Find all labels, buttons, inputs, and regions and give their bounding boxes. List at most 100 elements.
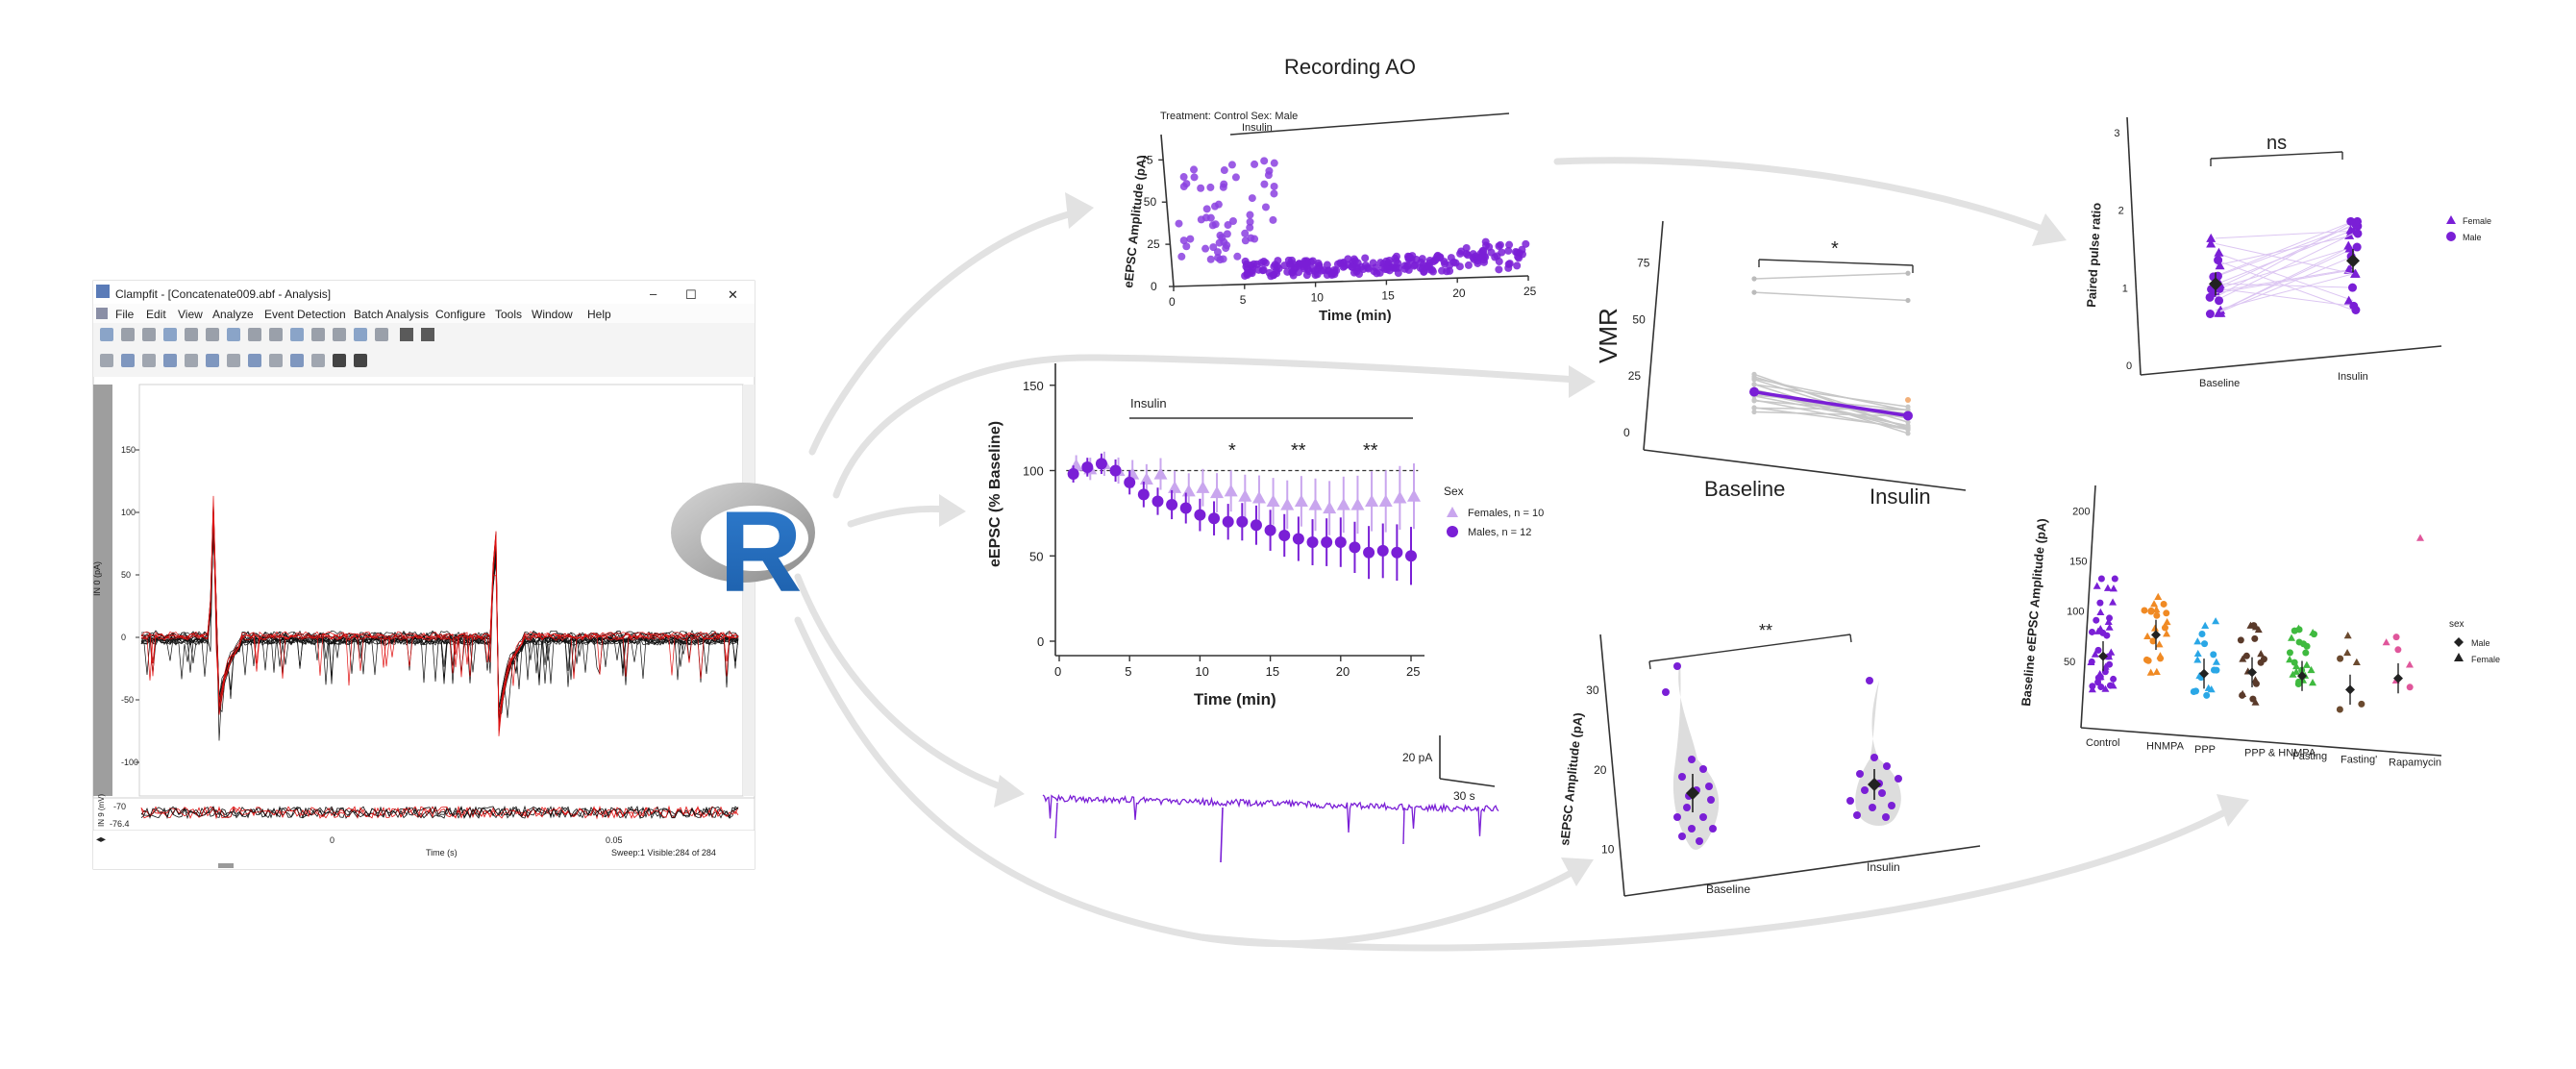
vmr-significance: * — [1831, 238, 1839, 260]
groups-point-female — [2088, 685, 2096, 693]
ppr-legend-male-icon — [2446, 232, 2456, 241]
menu-batch-analysis[interactable]: Batch Analysis — [354, 308, 429, 321]
menu-analyze[interactable]: Analyze — [212, 308, 254, 321]
groups-point-female — [2087, 658, 2095, 666]
arrowhead-icon — [2217, 794, 2249, 827]
menu-configure[interactable]: Configure — [435, 308, 485, 321]
recording-point — [1269, 271, 1277, 280]
clampfit-x-label: Time (s) — [426, 848, 458, 858]
vmr-y-tick: 25 — [1628, 369, 1642, 383]
recording-point — [1197, 184, 1205, 192]
recording-point — [1261, 203, 1270, 211]
groups-point-male — [2201, 640, 2209, 648]
clampfit-y-label: IN 0 (pA) — [92, 561, 102, 596]
horizontal-scroll-thumb[interactable] — [218, 863, 234, 868]
vertical-scrollbar[interactable] — [93, 385, 112, 796]
groups-x-tick: PPP & HNMPA — [2244, 747, 2316, 758]
violin-point — [1846, 797, 1854, 805]
female-point — [1407, 489, 1421, 502]
maximize-button[interactable]: ☐ — [685, 287, 697, 302]
menu-window[interactable]: Window — [532, 308, 573, 321]
vmr-point — [1905, 419, 1911, 425]
ppr-point-male — [2215, 296, 2224, 306]
ppr-legend-female: Female — [2463, 216, 2491, 226]
recording-point — [1208, 221, 1217, 230]
menu-view[interactable]: View — [178, 308, 203, 321]
groups-point-female — [2212, 617, 2220, 625]
recording-x-axis — [1173, 275, 1529, 287]
vmr-pair-line — [1753, 410, 1909, 417]
groups-point-male — [2249, 695, 2257, 703]
groups-point-male — [2294, 681, 2302, 688]
vmr-point — [1905, 431, 1911, 436]
groups-point-male — [2251, 634, 2259, 642]
recording-insulin-label: Insulin — [1242, 122, 1273, 134]
violin-point — [1856, 770, 1864, 778]
groups-x-axis — [2080, 727, 2442, 757]
vmr-y-label: VMR — [1594, 308, 1622, 363]
timecourse-insulin-label: Insulin — [1130, 396, 1167, 410]
male-point — [1264, 524, 1276, 536]
timecourse-legend-female: Females, n = 10 — [1468, 508, 1544, 519]
ppr-pair-line — [2215, 229, 2354, 286]
violin-point — [1699, 813, 1707, 821]
recording-point — [1270, 189, 1278, 198]
sepsc-event — [1220, 807, 1224, 863]
groups-point-female — [2101, 684, 2110, 692]
female-point — [1308, 498, 1323, 510]
minimize-button[interactable]: – — [650, 286, 657, 301]
violin-shapes — [1662, 661, 1902, 850]
recording-point — [1498, 248, 1506, 257]
recording-x-tick: 20 — [1452, 286, 1466, 300]
ppr-point-female — [2215, 261, 2225, 270]
violin-point — [1699, 765, 1707, 773]
groups-x-tick: Fasting' — [2341, 754, 2377, 765]
recording-point — [1425, 257, 1434, 265]
arrowhead-icon — [1569, 365, 1596, 398]
menu-tools[interactable]: Tools — [495, 308, 522, 321]
male-point — [1095, 458, 1107, 470]
groups-point-male — [2237, 636, 2244, 644]
scroll-arrows-icon[interactable]: ◂▸ — [96, 834, 106, 845]
sepsc-event — [1054, 802, 1058, 839]
arrowhead-icon — [1065, 192, 1094, 229]
vmr-point — [1751, 276, 1757, 282]
recording-point — [1227, 161, 1236, 169]
groups-point-male — [2406, 684, 2414, 691]
vmr-mean-point — [1903, 410, 1913, 421]
menu-help[interactable]: Help — [587, 308, 611, 321]
close-button[interactable]: ✕ — [728, 287, 738, 302]
violin-point — [1853, 811, 1861, 819]
groups-point-female — [2105, 623, 2114, 631]
recording-point — [1241, 271, 1250, 280]
toolbar-button-icon — [100, 328, 113, 341]
arrow-to-groups — [1198, 806, 2234, 952]
clampfit-y-tick: -50 — [121, 695, 134, 705]
ppr-point-male — [2346, 216, 2356, 226]
groups-point-male — [2210, 651, 2217, 659]
menu-file[interactable]: File — [115, 308, 135, 321]
menu-event-detection[interactable]: Event Detection — [264, 308, 346, 321]
recording-point — [1378, 263, 1387, 272]
vmr-pair-line — [1753, 291, 1909, 302]
menu-edit[interactable]: Edit — [146, 308, 166, 321]
ppr-pair-line — [2215, 242, 2354, 275]
female-point — [1251, 490, 1266, 504]
recording-point — [1190, 165, 1199, 174]
r-logo: R — [671, 483, 815, 616]
recording-point — [1190, 173, 1199, 182]
groups-mean — [2345, 684, 2355, 695]
ppr-x-tick-baseline: Baseline — [2199, 378, 2240, 389]
ppr-point-male — [2353, 229, 2363, 238]
recording-points — [1175, 157, 1530, 281]
groups-point-male — [2161, 624, 2168, 632]
toolbar-button-icon — [185, 354, 198, 367]
violin-point — [1678, 773, 1686, 781]
toolbar-button-icon — [290, 354, 304, 367]
timecourse-y-tick: 0 — [1037, 634, 1044, 649]
recording-point — [1361, 254, 1370, 262]
groups-x-tick: Control — [2086, 737, 2119, 749]
recording-point — [1364, 264, 1373, 273]
timecourse-ticks: 0 5 10 15 20 25 0 50 100 150 — [1023, 379, 1420, 679]
recording-point — [1231, 173, 1240, 182]
